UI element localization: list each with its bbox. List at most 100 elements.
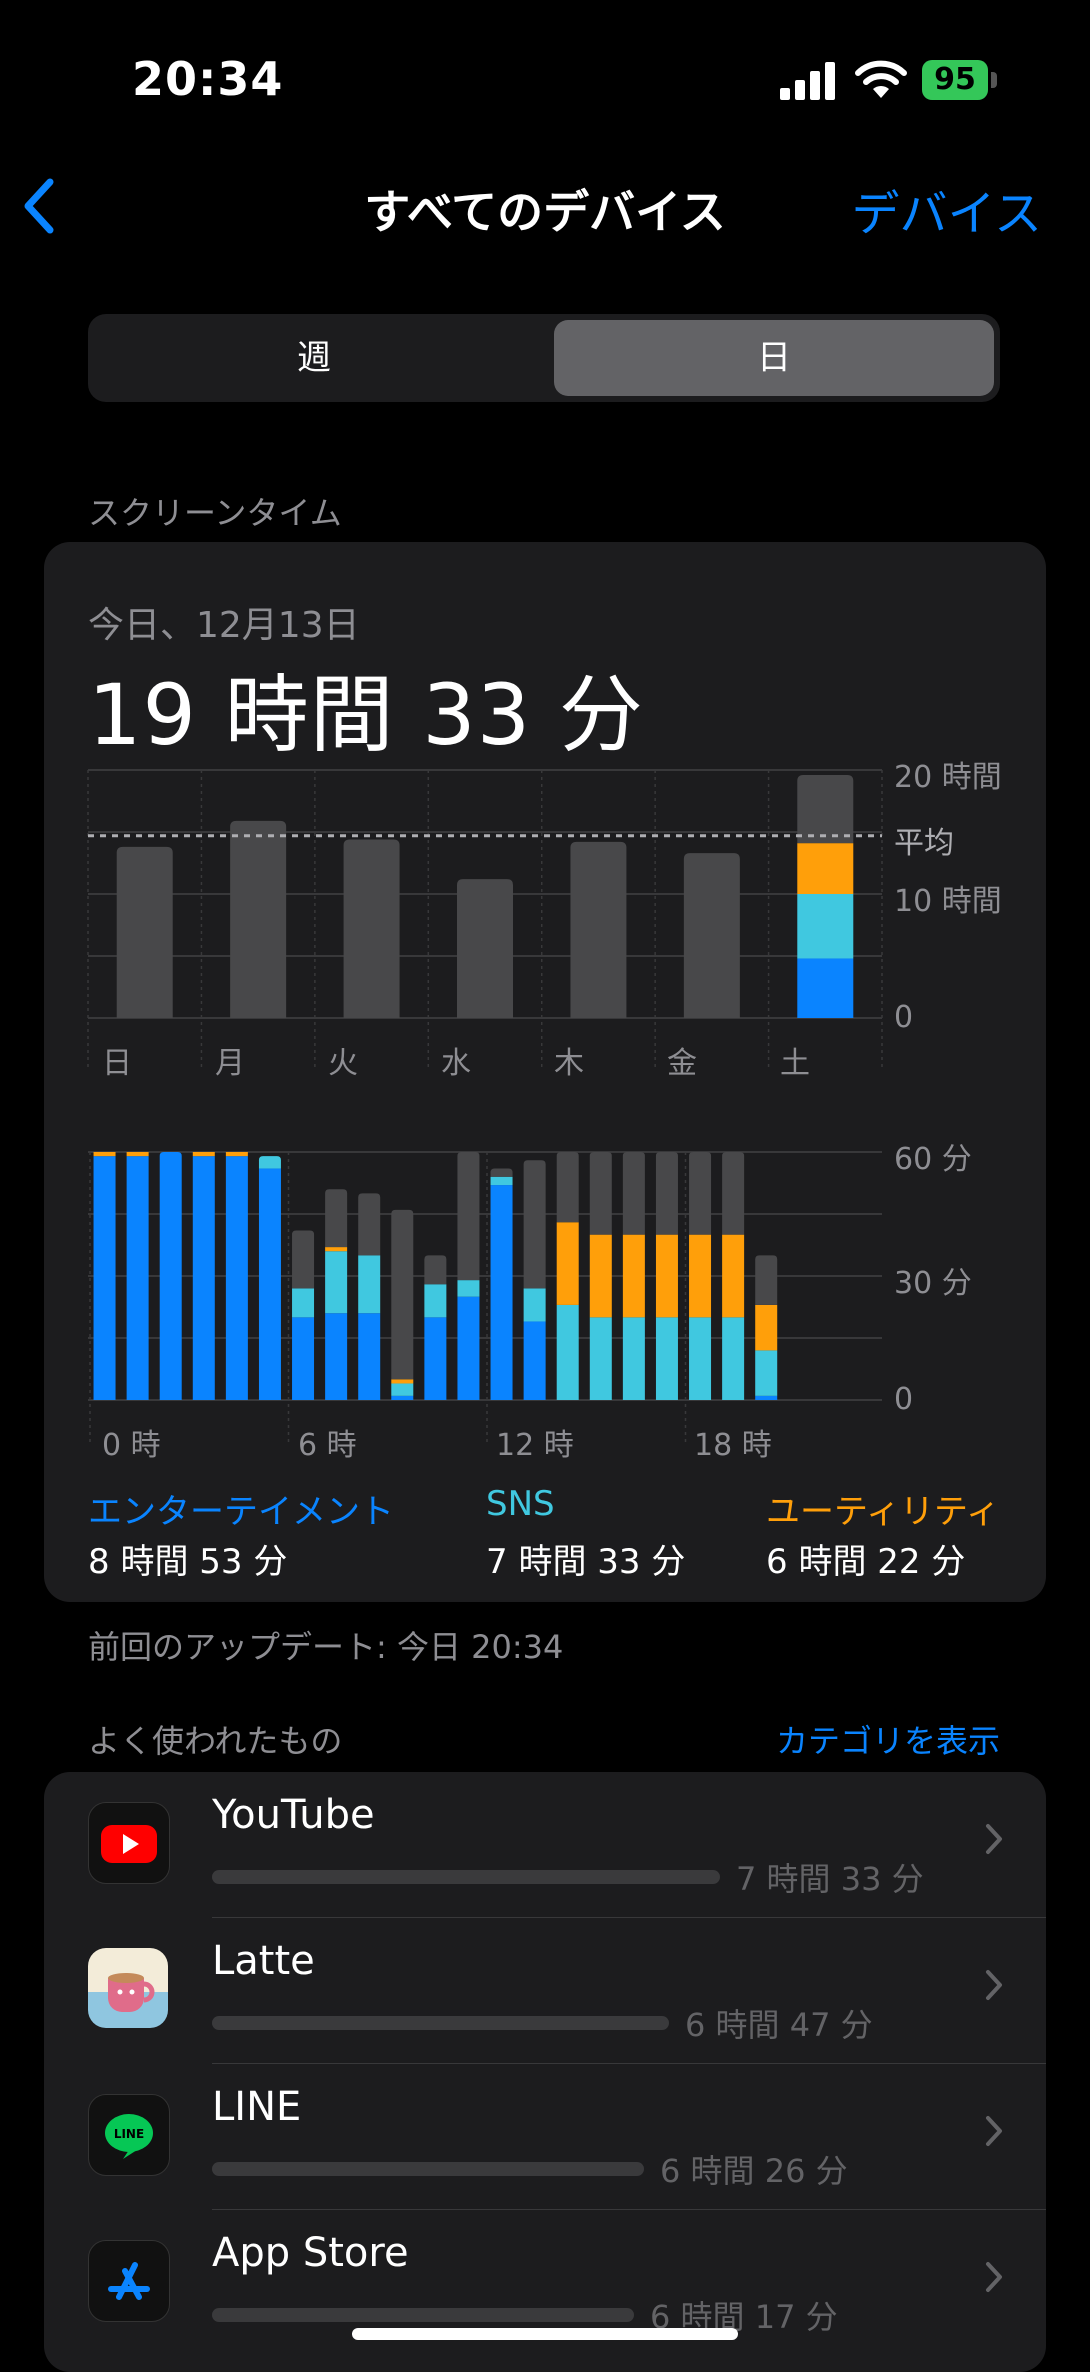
hourly-bar-segment (192, 1152, 215, 1157)
period-segmented-control: 週 日 (88, 314, 1000, 402)
hourly-bar-segment (292, 1317, 315, 1400)
weekly-xtick: 木 (554, 1046, 584, 1081)
weekly-xtick: 日 (102, 1046, 132, 1081)
hourly-bar-segment (655, 1234, 678, 1318)
hourly-bar-segment (258, 1168, 281, 1400)
hourly-bar-segment (655, 1152, 678, 1235)
hourly-bar-segment (358, 1255, 381, 1314)
weekly-bar-segment (797, 894, 854, 959)
hourly-bar-segment (622, 1234, 645, 1318)
hourly-bar-segment (689, 1152, 712, 1235)
most-used-label: よく使われたもの (88, 1722, 343, 1760)
hourly-bar-segment (391, 1395, 414, 1400)
weekly-bar-segment (230, 820, 287, 1018)
status-time: 20:34 (132, 52, 284, 106)
weekly-bar-segment (683, 853, 740, 1018)
show-categories-button[interactable]: カテゴリを表示 (775, 1722, 1000, 1760)
weekly-xtick: 金 (667, 1046, 697, 1081)
hourly-bar-segment (424, 1284, 447, 1318)
weekly-ytick-10: 10 時間 (894, 884, 1002, 919)
weekly-bar-segment (457, 879, 513, 1018)
hourly-bar-segment (258, 1156, 281, 1169)
hourly-bar-segment (523, 1288, 546, 1322)
hourly-bar-segment (391, 1209, 414, 1380)
app-name: LINE (212, 2084, 302, 2130)
hourly-bar-segment (755, 1395, 778, 1400)
segment-week[interactable]: 週 (297, 338, 331, 378)
chevron-right-icon (986, 2262, 1002, 2292)
hourly-bar-segment (755, 1350, 778, 1396)
chevron-right-icon (986, 2116, 1002, 2146)
hourly-xtick: 12 時 (496, 1428, 574, 1463)
weekly-chart (87, 769, 883, 1068)
hourly-bar-segment (655, 1317, 678, 1400)
hourly-bar-segment (490, 1185, 513, 1400)
app-name: App Store (212, 2230, 409, 2276)
segment-day[interactable]: 日 (554, 320, 994, 396)
hourly-bar-segment (358, 1193, 381, 1256)
hourly-bar-segment (589, 1234, 612, 1318)
hourly-bar-segment (391, 1379, 414, 1384)
hourly-xtick: 6 時 (298, 1428, 357, 1463)
screen-time-card[interactable] (44, 542, 1046, 1602)
app-name: Latte (212, 1938, 315, 1984)
hourly-bar-segment (159, 1152, 182, 1400)
most-used-list: YouTube 7 時間 33 分 Latte 6 時間 47 分 LINE (44, 1772, 1046, 2372)
divider (212, 2209, 1046, 2210)
wifi-icon (854, 58, 908, 104)
category-utility-time: 6 時間 22 分 (766, 1542, 966, 1582)
weekly-bar-segment (797, 843, 854, 894)
hourly-bar-segment (490, 1168, 513, 1177)
hourly-bar-segment (457, 1152, 480, 1281)
line-icon: LINE (88, 2094, 170, 2176)
app-time: 7 時間 33 分 (736, 1860, 924, 1898)
hourly-ytick-60: 60 分 (894, 1142, 972, 1177)
weekly-bar-segment (343, 839, 400, 1018)
weekly-xtick: 水 (441, 1046, 471, 1081)
hourly-bar-segment (755, 1255, 778, 1305)
nav-title: すべてのデバイス (364, 185, 726, 239)
hourly-bar-segment (689, 1317, 712, 1400)
hourly-bar-segment (292, 1230, 315, 1289)
hourly-bar-segment (93, 1156, 116, 1400)
hourly-bar-segment (192, 1156, 215, 1400)
battery-cap (991, 72, 997, 88)
chevron-left-icon (24, 178, 54, 234)
list-item-youtube[interactable]: YouTube 7 時間 33 分 (44, 1772, 1046, 1918)
hourly-bar-segment (722, 1152, 745, 1235)
svg-text:LINE: LINE (114, 2127, 144, 2141)
category-entertainment-label: エンターテイメント (88, 1492, 394, 1532)
hourly-chart (88, 1151, 882, 1446)
hourly-bar-segment (589, 1152, 612, 1235)
list-item-line[interactable]: LINE LINE 6 時間 26 分 (44, 2064, 1046, 2210)
hourly-bar-segment (358, 1313, 381, 1400)
hourly-bar-segment (225, 1156, 248, 1400)
youtube-icon (88, 1802, 170, 1884)
hourly-xtick: 0 時 (102, 1428, 161, 1463)
category-utility-label: ユーティリティ (766, 1492, 1000, 1532)
devices-button[interactable]: デバイス (851, 186, 1042, 242)
hourly-bar-segment (325, 1189, 348, 1248)
hourly-bar-segment (225, 1152, 248, 1157)
hourly-bar-segment (490, 1176, 513, 1186)
hourly-bar-segment (457, 1296, 480, 1400)
list-item-latte[interactable]: Latte 6 時間 47 分 (44, 1918, 1046, 2064)
hourly-bar-segment (622, 1317, 645, 1400)
divider (212, 1917, 1046, 1918)
hourly-bar-segment (755, 1304, 778, 1351)
hourly-bar-segment (523, 1160, 546, 1289)
usage-bar (212, 2016, 669, 2030)
date-label: 今日、12月13日 (88, 605, 360, 646)
category-entertainment-time: 8 時間 53 分 (88, 1542, 288, 1582)
usage-bar (212, 2308, 634, 2322)
list-item-app-store[interactable]: App Store 6 時間 17 分 (44, 2210, 1046, 2356)
app-time: 6 時間 47 分 (685, 2006, 873, 2044)
hourly-bar-segment (556, 1304, 579, 1400)
weekly-ytick-20: 20 時間 (894, 760, 1002, 795)
usage-bar (212, 1870, 720, 1884)
hourly-bar-segment (722, 1234, 745, 1318)
hourly-bar-segment (325, 1313, 348, 1400)
app-store-icon (88, 2240, 170, 2322)
back-button[interactable] (18, 176, 62, 240)
hourly-bar-segment (722, 1317, 745, 1400)
